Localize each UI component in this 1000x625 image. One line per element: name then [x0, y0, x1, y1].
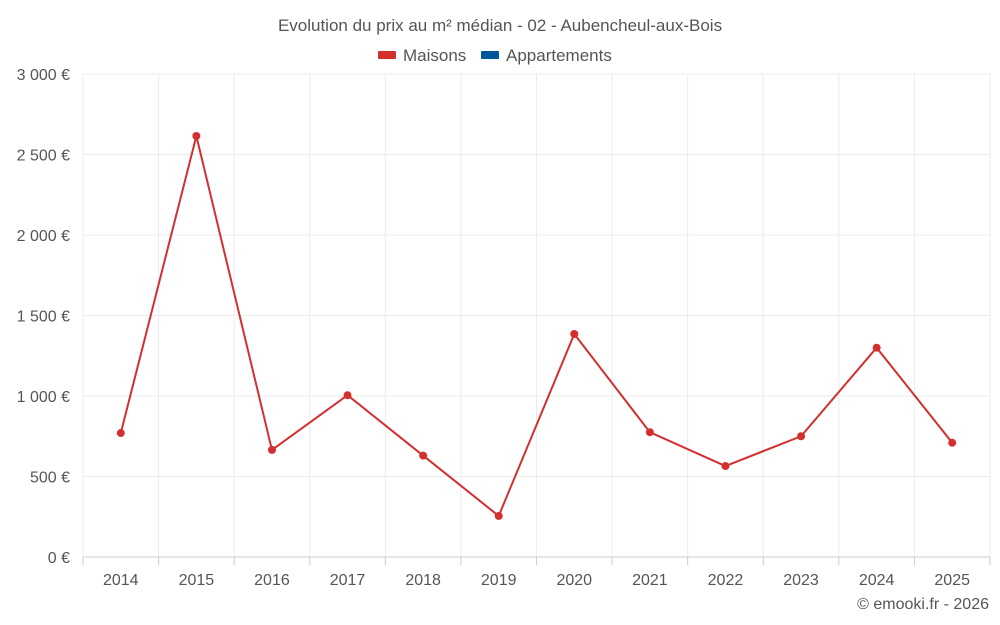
- data-point-2020[interactable]: [570, 330, 579, 339]
- x-axis: 2014 2015 2016 2017 2018 2019 2020 2021 2022 2023…: [82, 556, 991, 589]
- x-tick-label: 2024: [859, 572, 895, 589]
- series-maisons: [116, 131, 957, 520]
- y-tick-label: 1 000 €: [17, 389, 70, 406]
- data-point-2017[interactable]: [343, 391, 352, 400]
- x-tick-label: 2020: [556, 572, 592, 589]
- data-point-2019[interactable]: [494, 511, 503, 520]
- legend-item-appartements[interactable]: Appartements: [481, 46, 612, 65]
- x-tick-label: 2016: [254, 572, 290, 589]
- y-tick-label: 1 500 €: [17, 309, 70, 326]
- y-tick-label: 3 000 €: [17, 67, 70, 84]
- x-tick-label: 2014: [103, 572, 139, 589]
- y-tick-label: 2 500 €: [17, 148, 70, 165]
- legend-swatch-maisons: [378, 51, 396, 59]
- data-point-2015[interactable]: [192, 131, 201, 140]
- credit-text: © emooki.fr - 2026: [857, 596, 989, 613]
- data-point-2024[interactable]: [872, 343, 881, 352]
- data-point-2023[interactable]: [797, 432, 806, 441]
- grid: [82, 73, 991, 557]
- data-point-2016[interactable]: [267, 445, 276, 454]
- legend-swatch-appartements: [481, 51, 499, 59]
- x-tick-label: 2021: [632, 572, 668, 589]
- x-tick-label: 2015: [179, 572, 215, 589]
- series-line-maisons: [119, 134, 953, 517]
- y-tick-label: 2 000 €: [17, 228, 70, 245]
- x-tick-label: 2025: [934, 572, 970, 589]
- legend-item-maisons[interactable]: Maisons: [378, 46, 466, 65]
- data-point-2021[interactable]: [645, 428, 654, 437]
- chart-title: Evolution du prix au m² médian - 02 - Au…: [278, 16, 722, 35]
- x-tick-label: 2022: [708, 572, 744, 589]
- legend-label-maisons: Maisons: [403, 46, 466, 65]
- legend: Maisons Appartements: [378, 46, 612, 65]
- x-tick-label: 2019: [481, 572, 517, 589]
- y-tick-label: 500 €: [30, 470, 70, 487]
- y-tick-label: 0 €: [48, 550, 70, 567]
- data-point-2025[interactable]: [948, 438, 957, 447]
- data-point-2018[interactable]: [419, 451, 428, 460]
- legend-label-appartements: Appartements: [506, 46, 612, 65]
- x-tick-label: 2018: [405, 572, 441, 589]
- y-axis: 0 € 500 € 1 000 € 1 500 € 2 000 € 2 500 € 3 00…: [17, 67, 70, 567]
- x-tick-label: 2017: [330, 572, 366, 589]
- x-tick-label: 2023: [783, 572, 819, 589]
- data-point-2014[interactable]: [116, 429, 125, 438]
- data-point-2022[interactable]: [721, 462, 730, 471]
